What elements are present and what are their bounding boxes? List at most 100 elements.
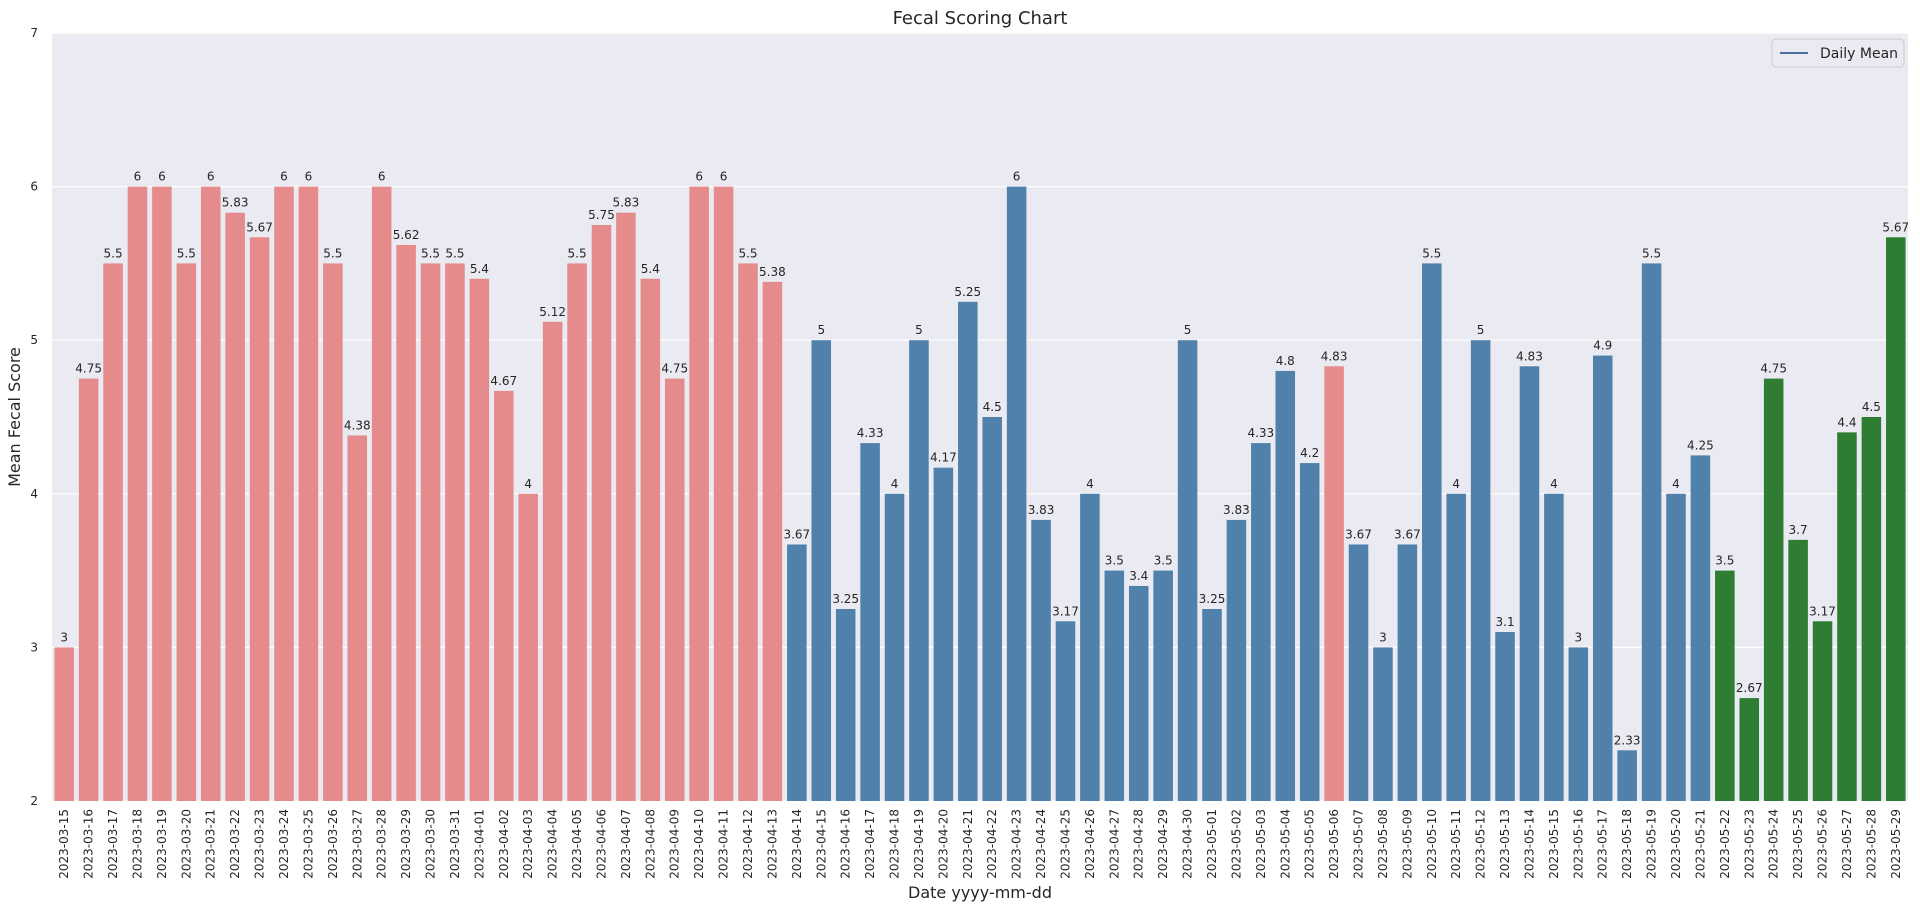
y-tick-label: 5 — [30, 333, 38, 347]
bar — [152, 186, 172, 802]
bar-value-label: 4 — [1086, 477, 1094, 491]
bar — [1324, 366, 1344, 801]
bar-value-label: 4.8 — [1276, 354, 1295, 368]
x-tick-label: 2023-05-25 — [1791, 809, 1805, 879]
bar-value-label: 4 — [1452, 477, 1460, 491]
x-tick-label: 2023-04-24 — [1034, 809, 1048, 879]
bar — [1104, 570, 1125, 801]
x-tick-label: 2023-04-07 — [619, 809, 633, 879]
bar-value-label: 5.5 — [1422, 246, 1441, 260]
bar — [445, 263, 465, 801]
bar-value-label: 2.67 — [1736, 681, 1763, 695]
bar-value-label: 5.83 — [222, 196, 249, 210]
x-tick-label: 2023-04-10 — [692, 809, 706, 879]
bar-value-label: 6 — [207, 170, 215, 184]
bar-value-label: 3.25 — [1199, 592, 1226, 606]
x-tick-label: 2023-04-13 — [765, 809, 779, 879]
bar — [1495, 632, 1515, 801]
bar — [713, 186, 734, 802]
x-tick-label: 2023-05-27 — [1840, 809, 1854, 879]
bar-value-label: 6 — [1013, 170, 1021, 184]
x-tick-label: 2023-04-01 — [472, 809, 486, 879]
bar — [933, 467, 954, 801]
x-tick-label: 2023-03-16 — [82, 809, 96, 879]
bar-value-label: 3.1 — [1496, 615, 1515, 629]
bar — [274, 186, 294, 802]
y-tick-label: 3 — [30, 640, 38, 654]
y-axis-label: Mean Fecal Score — [5, 347, 24, 487]
bar-value-label: 4.83 — [1516, 349, 1543, 363]
x-axis-ticks: 2023-03-15 2023-03-16 2023-03-17 2023-03-18… — [57, 809, 1903, 879]
x-tick-label: 2023-05-01 — [1205, 809, 1219, 879]
x-tick-label: 2023-04-29 — [1156, 809, 1170, 879]
bar-value-label: 4.67 — [490, 374, 517, 388]
x-tick-label: 2023-03-30 — [424, 809, 438, 879]
bar — [176, 263, 197, 801]
bar — [884, 493, 905, 801]
x-tick-label: 2023-05-10 — [1425, 809, 1439, 879]
bar — [1348, 544, 1369, 801]
bar-value-label: 4 — [1672, 477, 1680, 491]
x-tick-label: 2023-05-15 — [1547, 809, 1561, 879]
bar — [1592, 355, 1613, 801]
x-tick-label: 2023-05-12 — [1474, 809, 1488, 879]
bar — [591, 225, 612, 801]
bar-value-label: 4.9 — [1593, 339, 1612, 353]
bar-value-label: 3.17 — [1809, 604, 1836, 618]
bar-value-label: 3.5 — [1715, 554, 1734, 568]
x-tick-label: 2023-03-24 — [277, 809, 291, 879]
bar — [787, 544, 807, 801]
x-tick-label: 2023-03-21 — [204, 809, 218, 879]
bar — [323, 263, 343, 801]
x-tick-label: 2023-04-06 — [594, 809, 608, 879]
bar — [567, 263, 587, 801]
bar — [1763, 378, 1784, 801]
bar — [249, 237, 270, 802]
bar — [1006, 186, 1027, 802]
x-tick-label: 2023-05-26 — [1816, 809, 1830, 879]
x-tick-label: 2023-04-08 — [643, 809, 657, 879]
bar-value-label: 3 — [60, 630, 68, 644]
x-tick-label: 2023-04-05 — [570, 809, 584, 879]
x-tick-label: 2023-04-19 — [912, 809, 926, 879]
x-tick-label: 2023-03-22 — [228, 809, 242, 879]
bar — [103, 263, 123, 801]
bar-value-label: 5.25 — [954, 285, 981, 299]
bar — [689, 186, 709, 802]
x-tick-label: 2023-05-11 — [1449, 809, 1463, 879]
bar-value-label: 5 — [915, 323, 923, 337]
bar-value-label: 6 — [720, 170, 728, 184]
bar-value-label: 3.67 — [1345, 527, 1372, 541]
x-tick-label: 2023-05-07 — [1352, 809, 1366, 879]
bar — [1788, 539, 1808, 801]
bar — [835, 609, 856, 801]
x-tick-label: 2023-04-18 — [888, 809, 902, 879]
bar — [518, 493, 538, 801]
bar — [1226, 519, 1247, 801]
x-tick-label: 2023-05-22 — [1718, 809, 1732, 879]
bar — [54, 647, 74, 801]
bar-value-label: 6 — [305, 170, 313, 184]
x-tick-label: 2023-03-26 — [326, 809, 340, 879]
x-tick-label: 2023-04-23 — [1010, 809, 1024, 879]
y-axis-ticks: 2 3 4 5 6 7 — [30, 26, 38, 808]
bar — [1739, 698, 1760, 801]
bar-value-label: 5.5 — [323, 246, 342, 260]
chart-title: Fecal Scoring Chart — [893, 8, 1068, 29]
bar-value-label: 5.5 — [1642, 246, 1661, 260]
bar — [811, 340, 832, 801]
bar-value-label: 4.38 — [344, 418, 371, 432]
bar — [982, 417, 1002, 801]
bar-value-label: 5.62 — [393, 228, 420, 242]
bar-value-label: 5.5 — [104, 246, 123, 260]
bar-value-label: 5.12 — [539, 305, 566, 319]
bar — [1886, 237, 1906, 802]
bar-value-label: 4.2 — [1300, 446, 1319, 460]
x-tick-label: 2023-05-24 — [1767, 809, 1781, 879]
bar-value-label: 5.75 — [588, 208, 615, 222]
x-tick-label: 2023-05-06 — [1327, 809, 1341, 879]
bar-value-label: 4 — [1550, 477, 1558, 491]
bar — [78, 378, 99, 801]
bar — [762, 281, 783, 801]
bar — [1812, 621, 1833, 801]
